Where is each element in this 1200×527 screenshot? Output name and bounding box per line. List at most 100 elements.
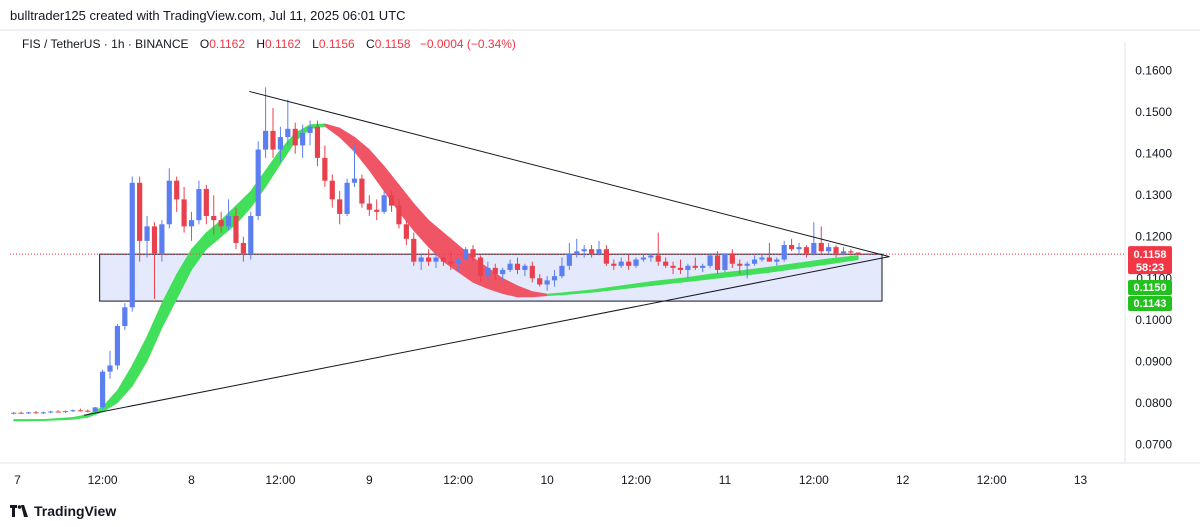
candle-body[interactable] [425, 257, 432, 262]
candle-body[interactable] [351, 178, 358, 183]
candle-body[interactable] [188, 220, 195, 227]
candle-body[interactable] [374, 209, 380, 212]
candle-body[interactable] [603, 249, 609, 264]
candle-body[interactable] [655, 255, 661, 262]
candle-body[interactable] [566, 253, 572, 266]
candle-body[interactable] [818, 242, 824, 252]
candle-body[interactable] [70, 410, 76, 412]
candle-body[interactable] [218, 220, 224, 227]
candle-body[interactable] [507, 263, 513, 270]
candle-body[interactable] [263, 130, 269, 150]
candle-body[interactable] [11, 412, 17, 414]
candle-body[interactable] [18, 412, 24, 414]
candle-body[interactable] [537, 278, 543, 285]
candle-body[interactable] [107, 365, 113, 372]
candle-body[interactable] [751, 259, 758, 264]
candle-body[interactable] [411, 238, 417, 262]
candle-body[interactable] [381, 195, 387, 212]
candle-body[interactable] [418, 257, 424, 262]
candle-body[interactable] [159, 224, 165, 254]
candle-body[interactable] [574, 251, 580, 254]
candle-body[interactable] [714, 255, 721, 270]
candle-body[interactable] [211, 215, 217, 221]
candle-body[interactable] [248, 215, 254, 254]
candle-body[interactable] [529, 265, 535, 279]
candle-body[interactable] [300, 132, 306, 146]
candle-body[interactable] [811, 242, 817, 254]
candle-body[interactable] [114, 326, 121, 366]
candle-body[interactable] [270, 130, 276, 150]
candle-body[interactable] [40, 412, 46, 414]
candle-body[interactable] [48, 411, 54, 413]
candle-body[interactable] [166, 180, 172, 225]
candle-body[interactable] [433, 257, 439, 262]
candle-body[interactable] [225, 215, 232, 227]
candle-body[interactable] [470, 249, 476, 258]
candle-body[interactable] [144, 226, 150, 241]
candle-body[interactable] [255, 149, 261, 216]
candle-body[interactable] [25, 412, 32, 414]
candle-body[interactable] [55, 411, 61, 413]
candle-body[interactable] [129, 182, 135, 308]
candle-body[interactable] [292, 128, 298, 146]
candle-body[interactable] [803, 247, 810, 254]
candle-body[interactable] [477, 257, 484, 277]
candle-body[interactable] [789, 245, 795, 250]
candle-body[interactable] [700, 265, 706, 268]
candle-body[interactable] [181, 199, 187, 227]
candle-body[interactable] [833, 247, 839, 254]
candle-body[interactable] [544, 280, 550, 285]
candle-body[interactable] [729, 253, 735, 264]
candle-body[interactable] [840, 251, 847, 254]
candle-body[interactable] [396, 205, 402, 225]
candle-body[interactable] [596, 249, 602, 254]
candle-body[interactable] [500, 269, 506, 275]
candle-body[interactable] [403, 224, 409, 239]
candle-body[interactable] [759, 257, 765, 260]
candle-body[interactable] [314, 126, 321, 158]
candle-body[interactable] [737, 263, 743, 266]
candle-body[interactable] [240, 242, 246, 254]
candle-body[interactable] [337, 199, 343, 214]
candle-body[interactable] [744, 263, 750, 266]
candle-body[interactable] [855, 252, 861, 255]
candle-body[interactable] [633, 259, 639, 266]
candle-body[interactable] [440, 257, 446, 262]
candle-body[interactable] [618, 261, 624, 266]
candle-body[interactable] [848, 251, 854, 253]
candle-body[interactable] [559, 265, 565, 277]
candle-body[interactable] [366, 203, 372, 210]
candle-body[interactable] [677, 267, 684, 270]
candle-body[interactable] [522, 265, 528, 270]
upper-trendline[interactable] [249, 90, 890, 258]
candle-body[interactable] [551, 276, 558, 281]
candle-body[interactable] [826, 247, 832, 252]
candle-body[interactable] [588, 249, 595, 254]
candle-body[interactable] [707, 255, 713, 266]
candle-body[interactable] [100, 371, 106, 408]
candle-body[interactable] [33, 412, 39, 414]
candle-body[interactable] [463, 249, 469, 260]
candle-body[interactable] [151, 226, 158, 254]
candle-body[interactable] [62, 411, 69, 413]
candle-body[interactable] [692, 265, 698, 268]
candle-body[interactable] [581, 249, 587, 252]
candle-body[interactable] [137, 182, 143, 241]
candle-body[interactable] [611, 263, 617, 266]
candle-body[interactable] [663, 261, 669, 266]
candle-body[interactable] [648, 255, 654, 258]
candle-body[interactable] [196, 189, 202, 221]
candle-body[interactable] [388, 195, 395, 206]
candle-body[interactable] [85, 410, 91, 412]
candle-body[interactable] [92, 407, 98, 412]
candle-body[interactable] [448, 261, 454, 264]
candle-body[interactable] [285, 128, 291, 138]
candle-body[interactable] [492, 267, 498, 275]
candle-body[interactable] [203, 189, 209, 216]
candle-body[interactable] [455, 259, 461, 264]
candle-body[interactable] [329, 180, 335, 200]
candle-body[interactable] [774, 259, 780, 262]
candle-body[interactable] [322, 157, 328, 181]
candle-body[interactable] [626, 261, 632, 266]
